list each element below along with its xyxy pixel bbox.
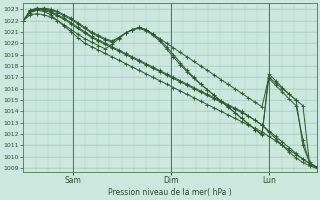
X-axis label: Pression niveau de la mer( hPa ): Pression niveau de la mer( hPa )	[108, 188, 232, 197]
